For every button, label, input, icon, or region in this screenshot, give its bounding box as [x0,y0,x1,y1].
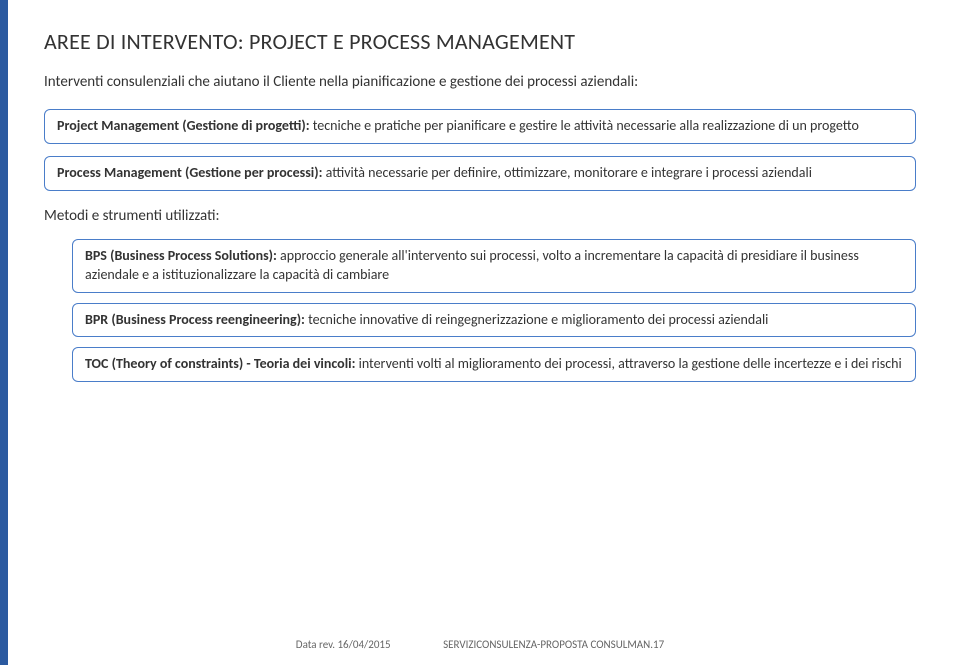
box-bpr: BPR (Business Process reengineering): te… [72,303,916,338]
box-lead: Process Management (Gestione per process… [57,164,322,181]
footer-page: .17 [650,638,664,651]
footer-doc-label: SERVIZICONSULENZA-PROPOSTA CONSULMAN [443,638,650,651]
methods-header: Metodi e strumenti utilizzati: [44,207,916,225]
box-rest: attività necessarie per definire, ottimi… [322,164,811,181]
footer: Data rev. 16/04/2015 SERVIZICONSULENZA-P… [0,638,960,651]
footer-doc: SERVIZICONSULENZA-PROPOSTA CONSULMAN.17 [443,638,664,651]
box-lead: BPS (Business Process Solutions): [85,247,277,264]
page-title: AREE DI INTERVENTO: PROJECT E PROCESS MA… [44,28,916,55]
box-rest: tecniche e pratiche per pianificare e ge… [310,117,859,134]
box-bps: BPS (Business Process Solutions): approc… [72,239,916,293]
box-rest: tecniche innovative di reingegnerizzazio… [305,311,768,328]
box-lead: TOC (Theory of constraints) - Teoria dei… [85,355,355,372]
box-lead: Project Management (Gestione di progetti… [57,117,310,134]
methods-group: BPS (Business Process Solutions): approc… [72,239,916,383]
intro-text: Interventi consulenziali che aiutano il … [44,73,916,91]
box-toc: TOC (Theory of constraints) - Teoria dei… [72,347,916,382]
footer-date: Data rev. 16/04/2015 [296,638,391,651]
box-rest: interventi volti al miglioramento dei pr… [355,355,901,372]
left-accent-stripe [0,0,8,665]
box-process-management: Process Management (Gestione per process… [44,156,916,191]
box-project-management: Project Management (Gestione di progetti… [44,109,916,144]
box-lead: BPR (Business Process reengineering): [85,311,305,328]
